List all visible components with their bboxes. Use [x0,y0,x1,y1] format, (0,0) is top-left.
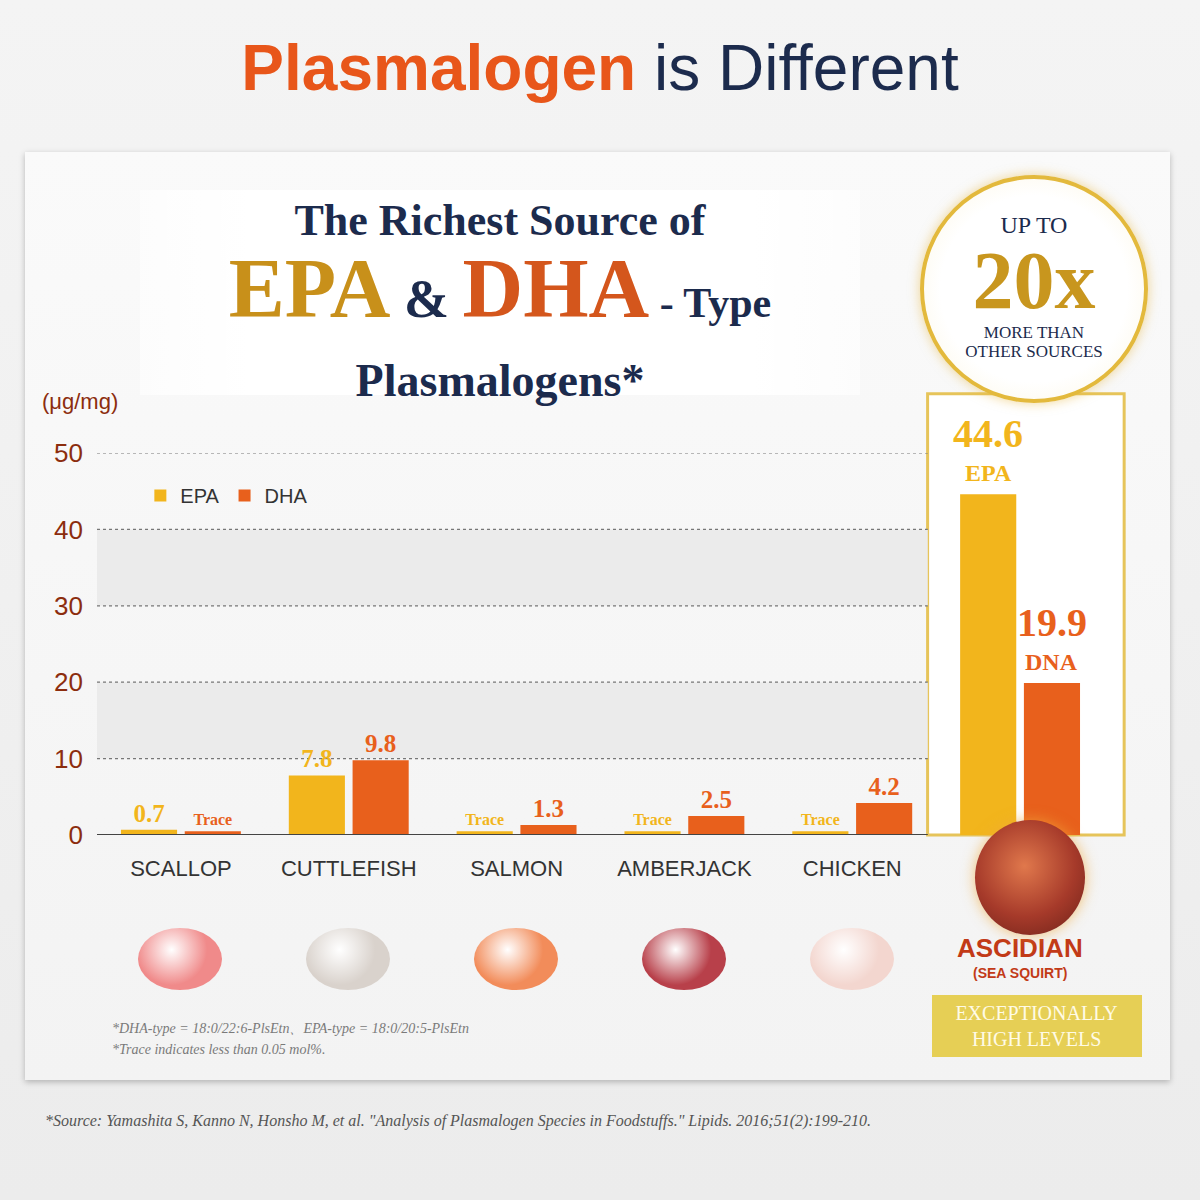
svg-text:0.7: 0.7 [133,800,164,827]
svg-text:40: 40 [54,515,83,545]
svg-text:AMBERJACK: AMBERJACK [617,856,752,881]
svg-text:DNA: DNA [1025,649,1078,675]
svg-text:2.5: 2.5 [701,786,732,813]
html-text:OTHER SOURCES: OTHER SOURCES [965,342,1103,361]
html-text:*DHA-type = 18:0/22:6-PlsEtn、E: *DHA-type = 18:0/22:6-PlsEtn、EPA-type = … [112,1021,469,1036]
svg-text:Trace: Trace [465,811,504,828]
svg-text:10: 10 [54,744,83,774]
html-text:The Richest Source of: The Richest Source of [294,196,706,245]
svg-text:Trace: Trace [193,811,232,828]
svg-text:19.9: 19.9 [1017,600,1087,645]
svg-text:EPA: EPA [180,485,219,507]
svg-text:CUTTLEFISH: CUTTLEFISH [281,856,417,881]
svg-text:SCALLOP: SCALLOP [130,856,232,881]
svg-text:44.6: 44.6 [953,411,1023,456]
html-text:EXCEPTIONALLY HIGH LEVELS: EXCEPTIONALLY HIGH LEVELS [955,1002,1118,1050]
html-text:UP TO: UP TO [1000,212,1068,238]
svg-text:20: 20 [54,667,83,697]
html-text:EPA&DHA: EPA&DHA [228,242,650,335]
html-text:20x: 20x [972,235,1096,326]
html-text:- Type: - Type [649,280,772,326]
svg-text:9.8: 9.8 [365,730,396,757]
svg-text:(SEA SQUIRT): (SEA SQUIRT) [973,965,1067,981]
svg-text:EPA: EPA [965,460,1012,486]
svg-text:0: 0 [69,820,83,850]
html-text:MORE THAN: MORE THAN [983,323,1085,342]
svg-text:ASCIDIAN: ASCIDIAN [957,933,1083,963]
svg-text:50: 50 [54,438,83,468]
svg-text:4.2: 4.2 [869,773,900,800]
html-text:Plasmalogen is Different: Plasmalogen is Different [241,32,959,104]
svg-text:(μg/mg): (μg/mg) [42,389,118,414]
html-text:Plasmalogens*: Plasmalogens* [355,355,645,406]
svg-text:30: 30 [54,591,83,621]
svg-text:Trace: Trace [801,811,840,828]
svg-text:DHA: DHA [265,485,308,507]
svg-text:1.3: 1.3 [533,795,564,822]
svg-text:SALMON: SALMON [470,856,563,881]
svg-text:CHICKEN: CHICKEN [803,856,902,881]
svg-text:7.8: 7.8 [301,745,332,772]
html-text:*Trace indicates less than 0.0: *Trace indicates less than 0.05 mol%. [112,1042,326,1057]
svg-text:Trace: Trace [633,811,672,828]
html-text:*Source: Yamashita S, Kanno N,: *Source: Yamashita S, Kanno N, Honsho M,… [45,1112,871,1129]
